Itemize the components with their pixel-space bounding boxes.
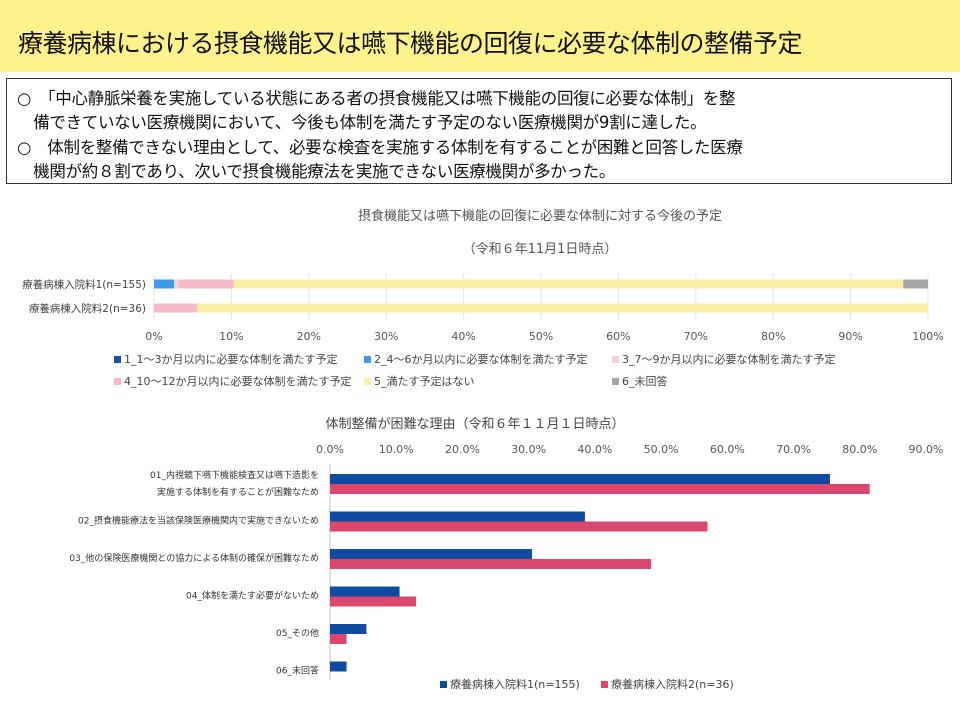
chart2-bar (330, 474, 830, 484)
chart1-x-tick: 0% (145, 330, 162, 343)
summary-line-2: 備できていない医療機関において、今後も体制を満たす予定のない医療機関が9割に達し… (17, 113, 707, 132)
chart2-category-label: 03_他の保険医療機関との協力による体制の確保が困難なため (69, 552, 319, 564)
chart1-title: 摂食機能又は嚥下機能の回復に必要な体制に対する今後の予定 (358, 208, 722, 224)
chart2-x-tick: 10.0% (379, 443, 414, 456)
chart2-bar (330, 624, 367, 634)
chart2-bar (330, 586, 400, 597)
chart2-legend-swatch (601, 681, 608, 688)
summary-line-3: ○ 体制を整備できない理由として、必要な検査を実施する体制を有することが困難と回… (17, 138, 743, 157)
chart1-bar-segment (197, 303, 928, 313)
reasons-chart: 体制整備が困難な理由（令和６年１１月１日時点） 0.0% 10.0% 20.0% 30.… (69, 416, 944, 691)
chart1-subtitle: （令和６年11月1日時点） (463, 242, 618, 257)
chart2-title: 体制整備が困難な理由（令和６年１１月１日時点） (325, 416, 624, 432)
chart2-legend-label: 療養病棟入院料1(n=155) (450, 677, 580, 691)
chart1-x-tick: 90% (838, 330, 862, 343)
chart2-bar (330, 559, 652, 569)
chart1-legend-label: 3_7～9か月以内に必要な体制を満たす予定 (622, 352, 836, 366)
chart2-category-label: 実施する体制を有することが困難なため (157, 486, 319, 498)
title-bar: 療養病棟における摂食機能又は嚥下機能の回復に必要な体制の整備予定 (0, 0, 960, 72)
chart2-bar (330, 549, 532, 559)
chart2-x-tick: 40.0% (577, 443, 612, 456)
chart2-bar (330, 596, 417, 607)
chart1-legend-label: 1_1～3か月以内に必要な体制を満たす予定 (124, 352, 338, 366)
chart1-bar-segment (178, 279, 234, 289)
chart2-bar (330, 484, 870, 494)
chart1-bar-segment (903, 279, 928, 289)
chart2-category-label: 04_体制を満たす必要がないため (186, 590, 319, 602)
chart1-category-label: 療養病棟入院料1(n=155) (22, 278, 146, 291)
chart1-x-tick: 40% (451, 330, 475, 343)
chart2-category-label: 02_摂食機能療法を当該保険医療機関内で実施できないため (78, 515, 319, 527)
chart2-legend-label: 療養病棟入院料2(n=36) (611, 677, 734, 691)
chart1-legend-label: 5_満たす予定はない (374, 374, 475, 388)
chart1-x-tick: 20% (297, 330, 321, 343)
chart2-x-tick: 30.0% (511, 443, 546, 456)
chart2-legend-swatch (440, 681, 447, 688)
chart1-x-tick: 70% (684, 330, 708, 343)
chart2-x-tick: 0.0% (316, 443, 344, 456)
chart1-legend-label: 4_10～12か月以内に必要な体制を満たす予定 (124, 374, 352, 388)
chart1-bar-segment (233, 279, 904, 289)
chart1-x-tick: 100% (912, 330, 943, 343)
chart2-x-tick: 90.0% (909, 443, 944, 456)
chart1-bar-segment (154, 303, 198, 313)
summary-line-1: ○ 「中心静脈栄養を実施している状態にある者の摂食機能又は嚥下機能の回復に必要な… (17, 89, 736, 108)
page-title: 療養病棟における摂食機能又は嚥下機能の回復に必要な体制の整備予定 (18, 29, 803, 58)
summary-box: ○ 「中心静脈栄養を実施している状態にある者の摂食機能又は嚥下機能の回復に必要な… (6, 78, 952, 184)
chart2-bar (330, 634, 347, 644)
chart2-x-tick: 50.0% (644, 443, 679, 456)
chart1-bar-segment (154, 279, 175, 289)
chart1-x-tick: 10% (219, 330, 243, 343)
chart2-bar (330, 521, 708, 532)
chart1-legend-swatch (612, 378, 619, 385)
chart2-bar (330, 511, 585, 522)
chart1-x-tick: 60% (606, 330, 630, 343)
chart2-category-label: 05_その他 (276, 627, 319, 639)
chart1-x-tick: 30% (374, 330, 398, 343)
chart2-x-tick: 60.0% (710, 443, 745, 456)
chart1-legend-swatch (364, 356, 371, 363)
chart1-legend-label: 2_4～6か月以内に必要な体制を満たす予定 (374, 352, 588, 366)
chart2-category-label: 06_未回答 (276, 665, 319, 677)
chart1-legend-swatch (114, 356, 121, 363)
chart2-x-tick: 70.0% (776, 443, 811, 456)
chart1-x-tick: 80% (761, 330, 785, 343)
chart1-category-label: 療養病棟入院料2(n=36) (29, 302, 146, 315)
chart2-x-tick: 80.0% (842, 443, 877, 456)
schedule-chart: 摂食機能又は嚥下機能の回復に必要な体制に対する今後の予定 （令和６年11月1日時点… (22, 208, 944, 388)
chart1-x-tick: 50% (529, 330, 553, 343)
summary-line-4: 機関が約８割であり、次いで摂食機能療法を実施できない医療機関が多かった。 (17, 162, 616, 181)
chart1-legend-swatch (364, 378, 371, 385)
chart1-legend-swatch (612, 356, 619, 363)
chart2-category-label: 01_内視鏡下嚥下機能検査又は嚥下造影を (150, 469, 319, 481)
chart1-bar-segment (174, 279, 179, 289)
chart2-bar (330, 661, 347, 672)
chart1-legend-label: 6_未回答 (622, 374, 668, 388)
chart1-legend-swatch (114, 378, 121, 385)
chart2-x-tick: 20.0% (445, 443, 480, 456)
